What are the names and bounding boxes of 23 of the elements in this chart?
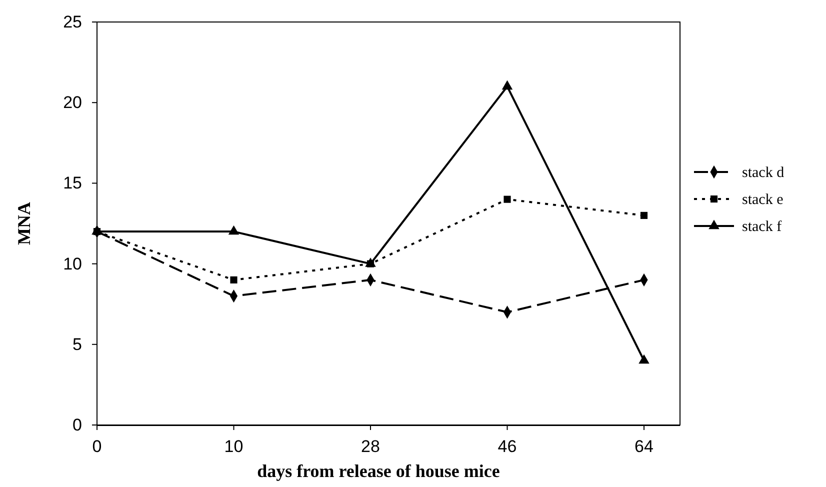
point (230, 276, 238, 284)
legend-label: stack e (742, 192, 784, 208)
x-tick-label: 46 (498, 437, 517, 456)
point (504, 196, 511, 203)
x-tick-label: 10 (224, 437, 244, 456)
y-tick-label: 25 (63, 12, 82, 32)
y-axis-title: MNA (14, 202, 34, 245)
x-axis-title: days from release of house mice (257, 461, 500, 481)
x-tick-label: 64 (634, 437, 654, 456)
y-tick-label: 20 (63, 93, 82, 112)
legend-label: stack d (742, 165, 785, 181)
legend-label: stack f (742, 219, 782, 235)
y-tick-label: 0 (72, 415, 82, 434)
point (92, 225, 102, 235)
point (365, 258, 376, 267)
point (228, 225, 240, 235)
y-tick-label: 10 (63, 254, 82, 274)
y-tick-label: 5 (72, 334, 82, 354)
point (502, 80, 513, 90)
point (640, 212, 648, 219)
x-tick-label: 28 (361, 437, 380, 456)
y-tick-label: 15 (63, 174, 82, 193)
x-tick-label: 0 (92, 437, 102, 456)
